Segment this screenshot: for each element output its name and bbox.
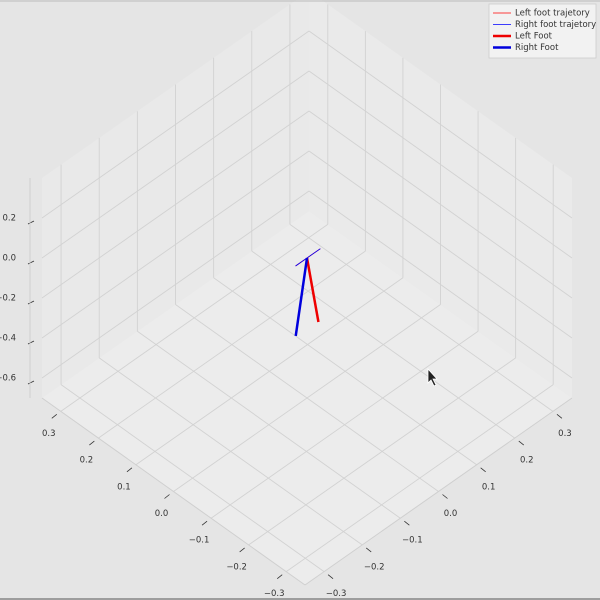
grid-line [41,70,310,259]
grid-line [289,223,554,412]
x-tick-label: 0.3 [42,429,56,439]
x-tick-label: 0.0 [155,509,169,519]
grid-line [60,384,325,573]
grid-line [41,150,310,339]
y-tick-label: 0.1 [482,482,496,492]
y-tick-label: 0.0 [444,509,458,519]
x-axis-line [41,397,306,586]
legend-label: Left foot trajetory [515,9,590,19]
y-tick-mark [327,574,334,579]
y-tick-label: 0.2 [520,456,534,466]
grid-line [41,30,310,219]
grid-line [308,30,573,219]
x-tick-mark [51,414,58,419]
z-tick-mark [27,380,35,385]
x-tick-mark [164,494,170,499]
z-tick-label: −0.4 [0,334,16,344]
z-tick-mark [27,340,35,345]
y-axis-line [304,397,573,586]
grid-line [308,190,573,379]
grid-line [137,330,401,519]
y-tick-mark [404,520,410,526]
legend-label: Right foot trajetory [515,20,596,30]
grid-line [98,357,363,546]
y-tick-label: 0.3 [558,429,572,439]
axes: −0.3 −0.2 −0.1 0.0 0.1 0.2 0.3 −0.3 −0.2 −0.1 0.0 0… [0,178,573,599]
grid-line [41,190,310,379]
grid [41,4,573,573]
z-tick-mark [27,300,35,305]
z-tick-label: −0.2 [0,294,16,304]
z-tick-label: −0.6 [0,374,16,384]
y-tick-label: −0.3 [326,589,347,599]
grid-line [41,110,310,299]
y-tick-label: −0.1 [402,536,423,546]
z-tick-mark [27,220,35,225]
y-tick-mark [556,414,563,419]
x-tick-mark [201,520,208,526]
y-tick-mark [442,494,448,499]
x-tick-mark [239,547,245,553]
mouse-cursor [427,367,438,387]
legend-label: Left Foot [515,32,553,42]
x-tick-label: 0.2 [80,456,94,466]
x-tick-label: 0.1 [117,482,131,492]
grid-line [251,250,516,439]
grid-line [308,110,573,299]
y-tick-mark [480,467,486,473]
grid-line [308,150,573,339]
grid-line [213,277,477,466]
y-tick-mark [518,440,525,446]
y-tick-mark [365,547,372,553]
y-tick-label: −0.2 [364,562,385,572]
z-tick-mark [27,260,35,265]
x-tick-label: −0.1 [189,536,210,546]
lines [294,248,321,337]
grid-line [175,304,439,492]
x-tick-mark [276,574,283,579]
x-tick-label: −0.3 [264,589,285,599]
x-tick-mark [126,467,133,473]
series-line [305,257,320,323]
z-tick-label: 0.0 [2,254,16,264]
x-tick-mark [89,440,95,446]
legend-label: Right Foot [515,43,559,53]
series-line [295,248,321,267]
z-tick-label: 0.2 [2,214,16,224]
x-tick-label: −0.2 [226,562,247,572]
series-line [294,257,309,337]
grid-line [308,70,573,259]
